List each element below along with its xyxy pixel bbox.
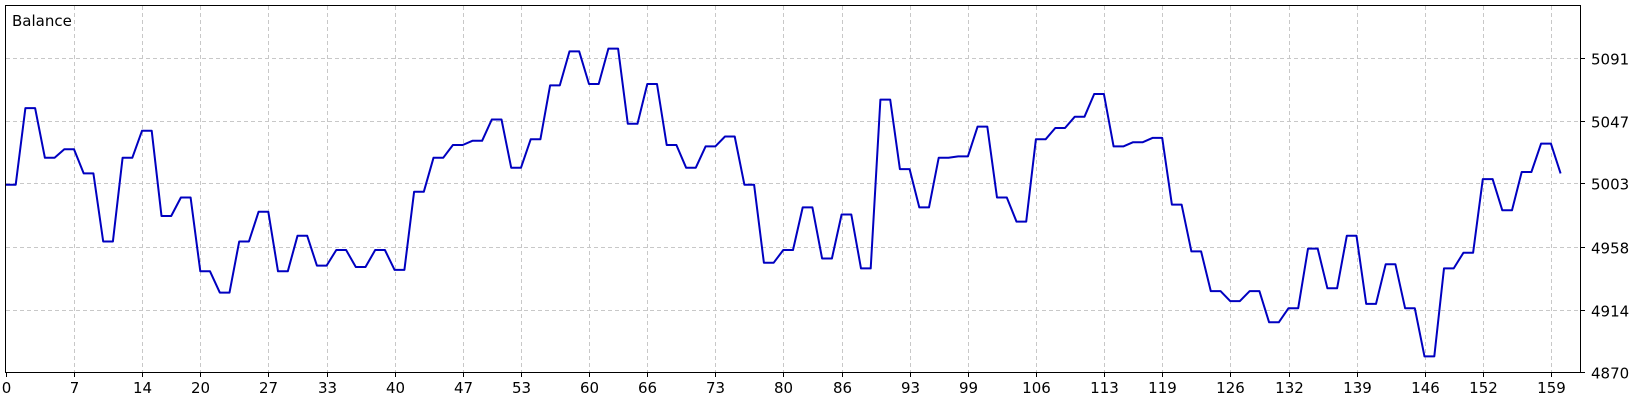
x-tick-label: 86 xyxy=(833,379,852,397)
x-tick-label: 0 xyxy=(2,379,12,397)
y-tick-label: 5003 xyxy=(1591,176,1629,194)
x-tick-label: 106 xyxy=(1022,379,1051,397)
y-tick-label: 4958 xyxy=(1591,240,1629,258)
y-tick-label: 5047 xyxy=(1591,114,1629,132)
x-tick-label: 33 xyxy=(318,379,337,397)
x-tick-label: 80 xyxy=(774,379,793,397)
x-tick-label: 66 xyxy=(638,379,657,397)
x-tick-label: 27 xyxy=(259,379,278,397)
x-tick-label: 146 xyxy=(1411,379,1440,397)
x-tick-label: 40 xyxy=(386,379,405,397)
x-tick-label: 7 xyxy=(70,379,80,397)
x-tick-label: 47 xyxy=(454,379,473,397)
x-tick-label: 14 xyxy=(133,379,152,397)
x-tick-label: 126 xyxy=(1216,379,1245,397)
x-tick-label: 119 xyxy=(1148,379,1177,397)
x-tick-label: 20 xyxy=(191,379,210,397)
x-tick-label: 152 xyxy=(1469,379,1498,397)
y-tick-label: 4914 xyxy=(1591,303,1629,321)
y-tick-label: 4870 xyxy=(1591,365,1629,383)
x-tick-label: 159 xyxy=(1537,379,1566,397)
x-tick-label: 73 xyxy=(706,379,725,397)
x-tick-label: 99 xyxy=(959,379,978,397)
x-tick-label: 113 xyxy=(1090,379,1119,397)
x-tick-label: 93 xyxy=(901,379,920,397)
x-tick-label: 60 xyxy=(580,379,599,397)
x-tick-label: 132 xyxy=(1275,379,1304,397)
x-tick-label: 53 xyxy=(512,379,531,397)
x-tick-label: 139 xyxy=(1343,379,1372,397)
y-tick-label: 5091 xyxy=(1591,51,1629,69)
chart-title: Balance xyxy=(12,12,72,30)
